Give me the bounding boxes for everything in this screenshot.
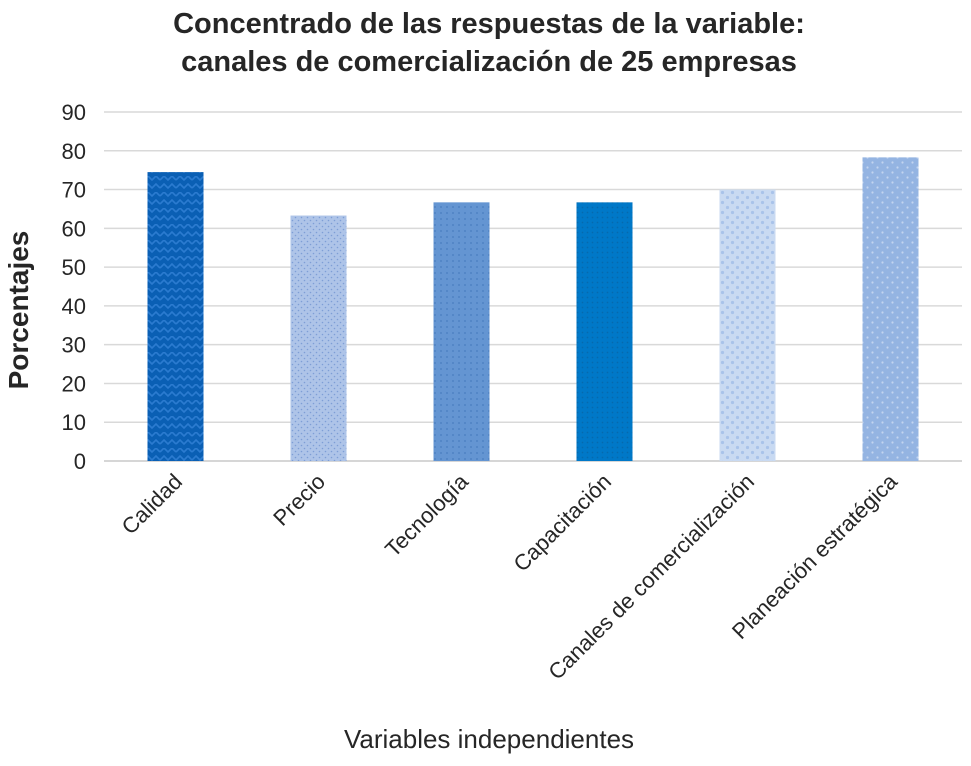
chart-title-line-2: canales de comercialización de 25 empres… — [181, 46, 797, 78]
y-tick-label: 60 — [62, 216, 86, 241]
y-tick-label: 90 — [62, 100, 86, 125]
x-axis-labels: Calidad Precio Tecnología CapacitaciónCanal… — [117, 468, 903, 684]
gridlines — [104, 111, 962, 462]
y-tick-label: 30 — [62, 333, 86, 358]
x-category-label: Calidad — [117, 469, 187, 539]
y-axis-title: Porcentajes — [3, 231, 34, 390]
x-category-label: Precio — [268, 469, 330, 531]
x-category-label: Capacitación — [508, 469, 616, 577]
bar-5 — [719, 189, 776, 462]
bar-2 — [290, 215, 347, 461]
chart-title-line-1: Concentrado de las respuestas de la vari… — [173, 8, 805, 40]
bar-1 — [147, 172, 204, 461]
x-category-label: Tecnología — [380, 468, 473, 561]
bar-4 — [576, 202, 633, 461]
x-category-label: Planeación estratégica — [727, 468, 903, 644]
y-tick-label: 40 — [62, 294, 86, 319]
bar-6 — [862, 157, 919, 461]
y-tick-label: 10 — [62, 410, 86, 435]
y-tick-label: 0 — [74, 449, 86, 474]
y-axis-ticks: 0 10 20 30 40 50 60 70 80 90 — [62, 100, 86, 474]
x-axis-title: Variables independientes — [344, 724, 634, 754]
y-tick-label: 20 — [62, 371, 86, 396]
y-tick-label: 50 — [62, 255, 86, 280]
y-tick-label: 70 — [62, 178, 86, 203]
y-tick-label: 80 — [62, 139, 86, 164]
bars — [147, 157, 919, 462]
bar-3 — [433, 202, 490, 461]
